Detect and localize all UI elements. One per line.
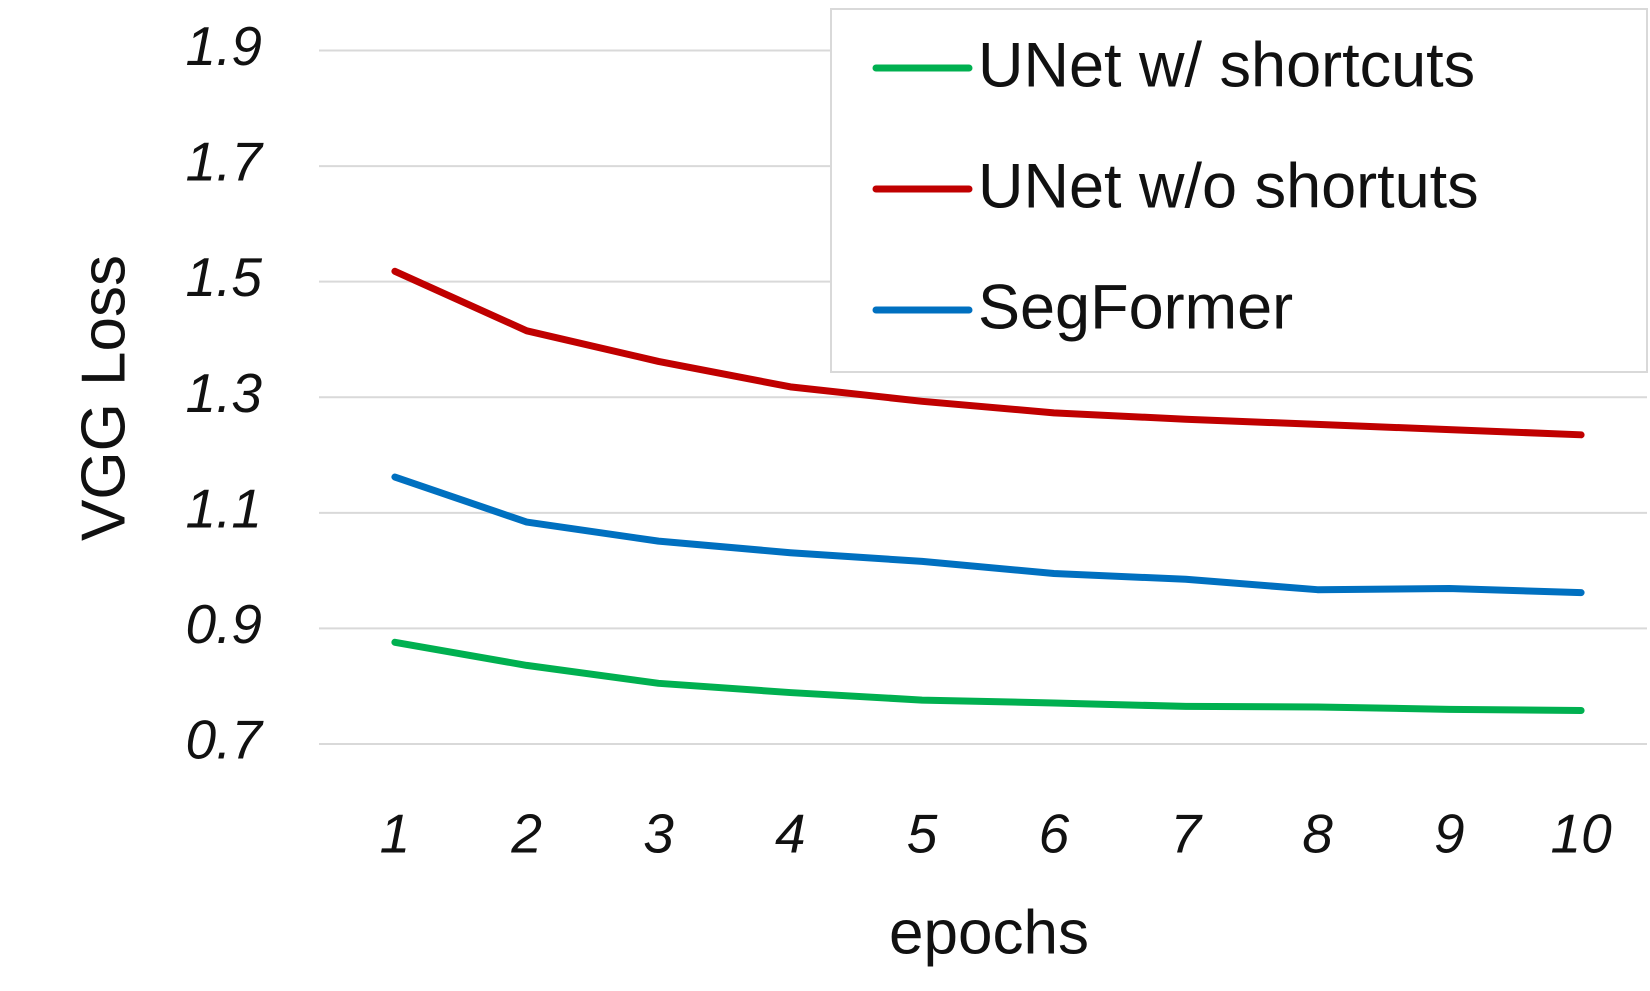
x-tick-label: 7 [1170, 803, 1203, 865]
legend-label: UNet w/o shortuts [978, 152, 1479, 222]
x-tick-label: 10 [1551, 803, 1613, 865]
x-tick-label: 3 [643, 803, 674, 865]
legend-label: SegFormer [978, 273, 1293, 343]
y-axis-title: VGG Loss [69, 255, 138, 541]
y-tick-label: 1.5 [186, 246, 263, 308]
y-tick-label: 1.7 [186, 131, 265, 193]
x-tick-label: 4 [775, 803, 806, 865]
series-line [391, 473, 1585, 597]
y-tick-label: 0.7 [186, 709, 265, 771]
x-tick-label: 8 [1302, 803, 1333, 865]
x-tick-label: 9 [1434, 803, 1465, 865]
y-tick-label: 0.9 [186, 593, 262, 655]
x-axis-title: epochs [889, 898, 1089, 967]
x-tick-label: 6 [1039, 803, 1070, 865]
series-line [391, 638, 1585, 714]
x-tick-label: 2 [510, 803, 542, 865]
x-tick-label: 1 [380, 803, 411, 865]
series-line [391, 267, 1585, 439]
legend-label: UNet w/ shortcuts [978, 31, 1475, 101]
y-tick-label: 1.1 [186, 477, 262, 539]
y-tick-label: 1.3 [186, 362, 263, 424]
x-tick-label: 5 [907, 803, 938, 865]
y-tick-label: 1.9 [186, 15, 262, 77]
